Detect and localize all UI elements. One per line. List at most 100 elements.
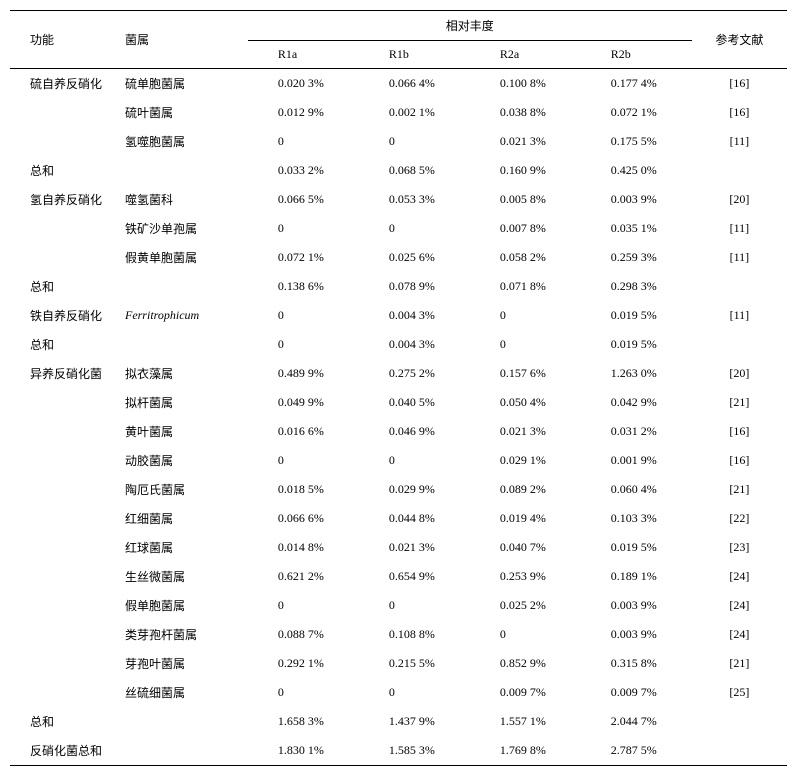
cell-ref: [16]	[692, 98, 787, 127]
cell-r2a: 0.157 6%	[470, 359, 581, 388]
cell-r1b: 0.066 4%	[359, 69, 470, 99]
cell-r2b: 0.035 1%	[581, 214, 692, 243]
table-row: 总和1.658 3%1.437 9%1.557 1%2.044 7%	[10, 707, 787, 736]
cell-func	[10, 98, 121, 127]
cell-r2b: 0.019 5%	[581, 330, 692, 359]
cell-ref: [11]	[692, 301, 787, 330]
table-row: 生丝微菌属0.621 2%0.654 9%0.253 9%0.189 1%[24…	[10, 562, 787, 591]
cell-r2a: 1.557 1%	[470, 707, 581, 736]
cell-r1b: 0.108 8%	[359, 620, 470, 649]
cell-r1a: 0.072 1%	[248, 243, 359, 272]
cell-r1a: 0.020 3%	[248, 69, 359, 99]
cell-r2a: 0.007 8%	[470, 214, 581, 243]
cell-r1b: 0	[359, 678, 470, 707]
cell-r1a: 0	[248, 127, 359, 156]
cell-r2a: 0.038 8%	[470, 98, 581, 127]
cell-func	[10, 417, 121, 446]
cell-r1a: 0.012 9%	[248, 98, 359, 127]
cell-r2b: 0.019 5%	[581, 533, 692, 562]
cell-r1b: 0.004 3%	[359, 330, 470, 359]
cell-genus	[121, 330, 248, 359]
table-row: 氢噬胞菌属000.021 3%0.175 5%[11]	[10, 127, 787, 156]
table-row: 假黄单胞菌属0.072 1%0.025 6%0.058 2%0.259 3%[1…	[10, 243, 787, 272]
cell-func: 硫自养反硝化	[10, 69, 121, 99]
cell-r2a: 0.089 2%	[470, 475, 581, 504]
header-func: 功能	[10, 11, 121, 69]
cell-func	[10, 678, 121, 707]
cell-r1a: 0.621 2%	[248, 562, 359, 591]
cell-r1b: 0.002 1%	[359, 98, 470, 127]
cell-genus: 芽孢叶菌属	[121, 649, 248, 678]
cell-r1b: 0.029 9%	[359, 475, 470, 504]
cell-func	[10, 243, 121, 272]
cell-r2b: 0.425 0%	[581, 156, 692, 185]
cell-r2a: 0.160 9%	[470, 156, 581, 185]
cell-func: 总和	[10, 707, 121, 736]
cell-func	[10, 446, 121, 475]
cell-r1a: 1.830 1%	[248, 736, 359, 766]
cell-r2b: 0.009 7%	[581, 678, 692, 707]
cell-r1b: 0	[359, 446, 470, 475]
cell-func: 异养反硝化菌	[10, 359, 121, 388]
cell-ref: [23]	[692, 533, 787, 562]
cell-ref: [20]	[692, 359, 787, 388]
header-r1a: R1a	[248, 41, 359, 69]
cell-r1b: 0.021 3%	[359, 533, 470, 562]
cell-func	[10, 533, 121, 562]
cell-genus: 陶厄氏菌属	[121, 475, 248, 504]
cell-r1a: 0.018 5%	[248, 475, 359, 504]
cell-ref: [11]	[692, 214, 787, 243]
cell-r2b: 0.001 9%	[581, 446, 692, 475]
table-header: 功能 菌属 相对丰度 参考文献 R1a R1b R2a R2b	[10, 11, 787, 69]
cell-ref: [24]	[692, 562, 787, 591]
cell-func	[10, 475, 121, 504]
cell-r1b: 0	[359, 214, 470, 243]
cell-r2b: 0.042 9%	[581, 388, 692, 417]
cell-r1b: 0.025 6%	[359, 243, 470, 272]
cell-func	[10, 388, 121, 417]
cell-r1b: 1.437 9%	[359, 707, 470, 736]
cell-genus: 动胶菌属	[121, 446, 248, 475]
table-row: 铁矿沙单孢属000.007 8%0.035 1%[11]	[10, 214, 787, 243]
cell-r1b: 0.068 5%	[359, 156, 470, 185]
cell-genus: 拟衣藻属	[121, 359, 248, 388]
cell-r1b: 0.053 3%	[359, 185, 470, 214]
cell-ref: [16]	[692, 69, 787, 99]
table-row: 红球菌属0.014 8%0.021 3%0.040 7%0.019 5%[23]	[10, 533, 787, 562]
cell-r1a: 0	[248, 678, 359, 707]
cell-r2a: 0.071 8%	[470, 272, 581, 301]
cell-r2b: 1.263 0%	[581, 359, 692, 388]
cell-r2b: 2.787 5%	[581, 736, 692, 766]
table-row: 总和0.033 2%0.068 5%0.160 9%0.425 0%	[10, 156, 787, 185]
cell-r2a: 0.019 4%	[470, 504, 581, 533]
cell-r1a: 0	[248, 214, 359, 243]
cell-r2a: 0	[470, 301, 581, 330]
cell-r1a: 0.138 6%	[248, 272, 359, 301]
cell-r2b: 0.189 1%	[581, 562, 692, 591]
cell-r1b: 0.040 5%	[359, 388, 470, 417]
cell-r2a: 0.050 4%	[470, 388, 581, 417]
table-row: 假单胞菌属000.025 2%0.003 9%[24]	[10, 591, 787, 620]
cell-r1b: 0.046 9%	[359, 417, 470, 446]
cell-r1b: 0.275 2%	[359, 359, 470, 388]
cell-genus: 氢噬胞菌属	[121, 127, 248, 156]
cell-r1a: 1.658 3%	[248, 707, 359, 736]
cell-r1b: 0.078 9%	[359, 272, 470, 301]
cell-genus: 硫叶菌属	[121, 98, 248, 127]
cell-ref: [21]	[692, 649, 787, 678]
cell-func: 氢自养反硝化	[10, 185, 121, 214]
table-row: 拟杆菌属0.049 9%0.040 5%0.050 4%0.042 9%[21]	[10, 388, 787, 417]
cell-r1a: 0.066 6%	[248, 504, 359, 533]
cell-r1a: 0.292 1%	[248, 649, 359, 678]
cell-r2b: 0.003 9%	[581, 185, 692, 214]
cell-r1a: 0.489 9%	[248, 359, 359, 388]
cell-r2b: 0.019 5%	[581, 301, 692, 330]
table-row: 红细菌属0.066 6%0.044 8%0.019 4%0.103 3%[22]	[10, 504, 787, 533]
cell-ref	[692, 707, 787, 736]
cell-ref: [11]	[692, 243, 787, 272]
table-row: 动胶菌属000.029 1%0.001 9%[16]	[10, 446, 787, 475]
cell-ref	[692, 156, 787, 185]
cell-func: 总和	[10, 330, 121, 359]
cell-genus: 丝硫细菌属	[121, 678, 248, 707]
header-genus: 菌属	[121, 11, 248, 69]
